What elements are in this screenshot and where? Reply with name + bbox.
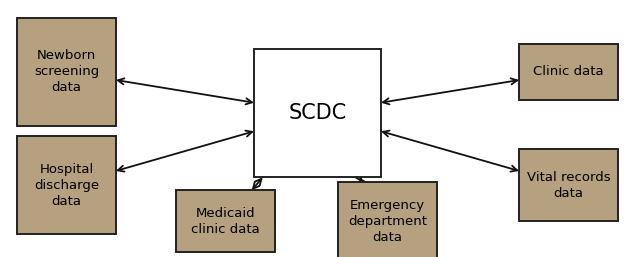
Bar [17,18,116,126]
Text: Clinic data: Clinic data [533,66,604,78]
Bar [254,49,381,177]
Bar [176,190,274,252]
Bar [17,136,116,234]
Bar [338,182,437,257]
Text: Medicaid
clinic data: Medicaid clinic data [191,207,260,235]
Text: Newborn
screening
data: Newborn screening data [34,49,99,95]
Text: SCDC: SCDC [288,103,347,123]
Bar [519,149,617,221]
Text: Hospital
discharge
data: Hospital discharge data [34,162,99,208]
Text: Emergency
department
data: Emergency department data [348,198,427,244]
Text: Vital records
data: Vital records data [526,171,610,199]
Bar [519,44,617,100]
